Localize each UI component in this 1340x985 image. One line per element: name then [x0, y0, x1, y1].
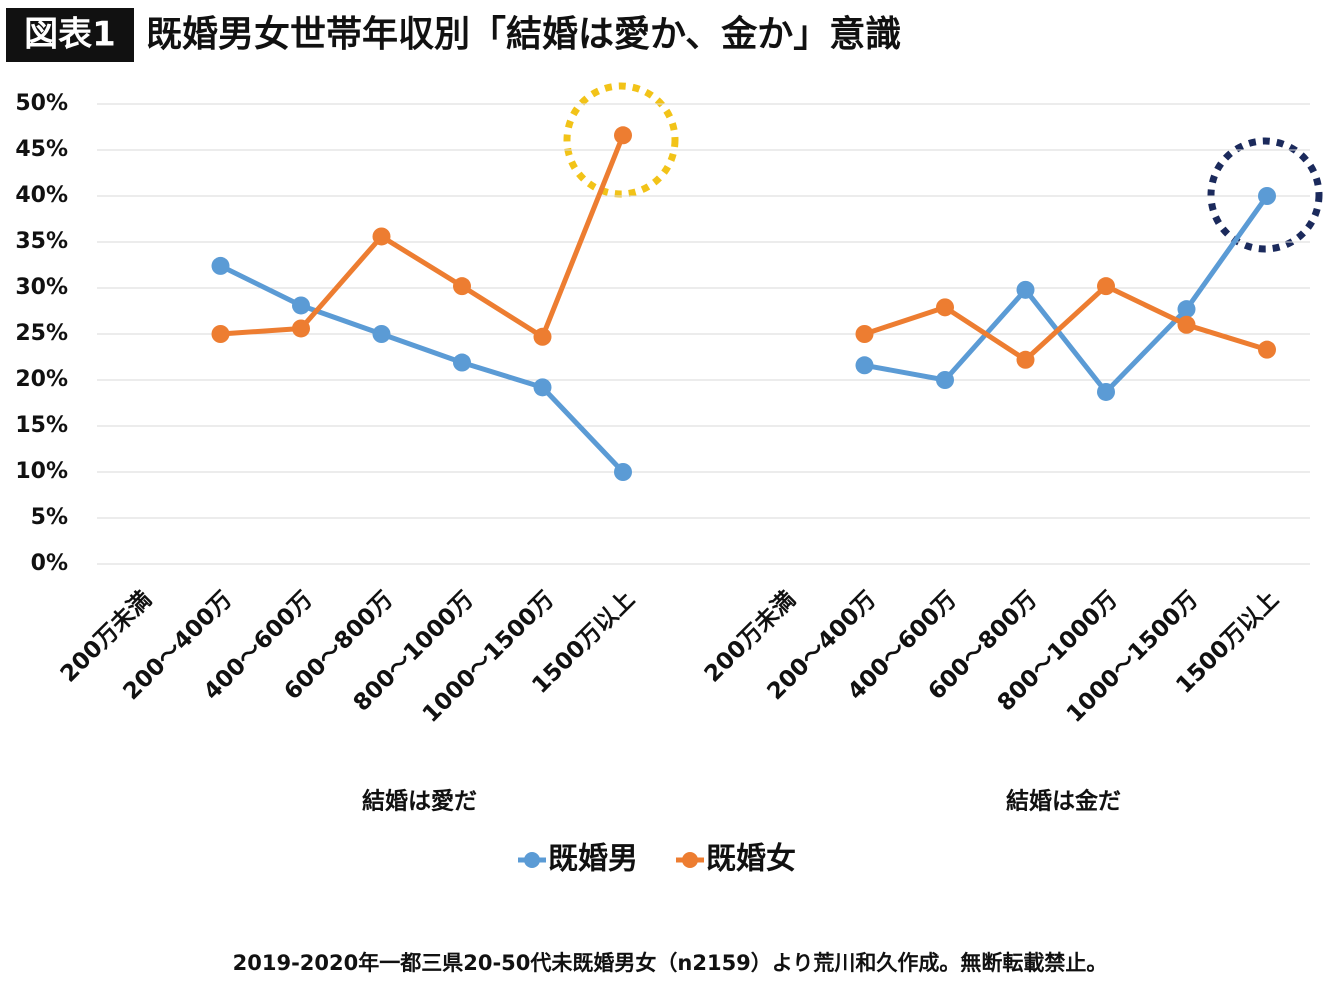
y-tick-label: 10% [15, 459, 68, 484]
data-point [1177, 300, 1196, 319]
legend-marker [524, 852, 540, 868]
chart-title: 既婚男女世帯年収別「結婚は愛か、金か」意識 [146, 13, 901, 55]
data-point [1258, 340, 1276, 359]
y-tick-label: 45% [15, 137, 68, 162]
y-tick-label: 30% [15, 275, 68, 300]
group-label: 結婚は金だ [1006, 788, 1121, 815]
source-note: 2019-2020年一都三県20-50代未既婚男女（n2159）より荒川和久作成… [233, 951, 1108, 975]
series-line [864, 194, 1270, 395]
group-label: 結婚は愛だ [362, 788, 477, 815]
data-point [1097, 277, 1115, 296]
data-point [211, 325, 230, 343]
data-point [855, 325, 874, 343]
data-point [292, 319, 310, 338]
highlight-circle [563, 82, 679, 198]
data-point [1016, 280, 1035, 299]
data-point [614, 463, 632, 481]
data-point [1016, 350, 1035, 369]
legend-label: 既婚男 [548, 842, 638, 877]
data-point [614, 126, 632, 145]
legend-marker [682, 852, 698, 868]
data-point [211, 256, 230, 275]
data-point [936, 298, 954, 317]
data-point [292, 296, 310, 315]
series-line [219, 263, 625, 474]
data-point [533, 327, 552, 346]
series-line [220, 134, 626, 340]
y-tick-label: 35% [15, 229, 68, 254]
legend-label: 既婚女 [706, 842, 796, 877]
highlight-circle [1207, 137, 1323, 253]
label-box [6, 8, 134, 62]
chart-label: 図表1 [24, 15, 116, 55]
series-line [863, 283, 1268, 363]
data-point [1097, 382, 1115, 401]
y-tick-label: 25% [15, 321, 68, 346]
y-tick-label: 40% [15, 183, 68, 208]
y-tick-label: 20% [15, 367, 68, 392]
data-point [936, 371, 954, 389]
y-tick-label: 15% [15, 413, 68, 438]
data-point [453, 277, 471, 296]
data-point [372, 227, 391, 246]
data-point [1177, 315, 1196, 334]
data-point [372, 325, 391, 343]
data-point [533, 378, 552, 397]
y-tick-label: 5% [31, 505, 68, 530]
data-point [1258, 187, 1276, 205]
y-tick-label: 50% [15, 91, 68, 116]
data-point [453, 353, 471, 372]
y-tick-label: 0% [31, 551, 68, 576]
data-point [855, 356, 874, 375]
